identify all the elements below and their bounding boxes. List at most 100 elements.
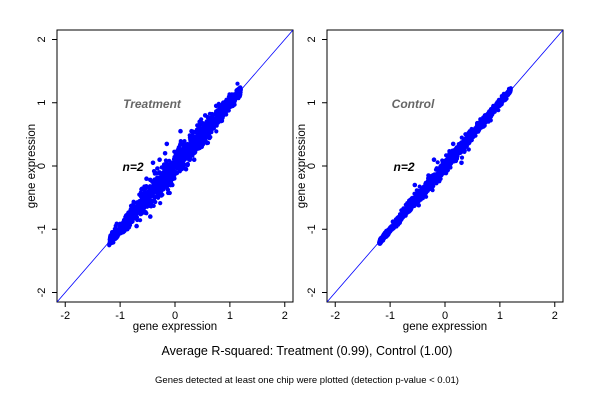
- x-tick-label: -2: [330, 310, 340, 322]
- data-point: [221, 100, 226, 105]
- data-point: [402, 211, 407, 216]
- x-tick-label: -1: [385, 310, 395, 322]
- data-point: [127, 217, 132, 222]
- data-point: [232, 100, 237, 105]
- data-point: [118, 231, 124, 236]
- data-point: [191, 157, 197, 162]
- y-tick-label: 2: [36, 36, 48, 42]
- data-point: [507, 89, 513, 95]
- data-point: [167, 175, 173, 180]
- data-point: [459, 160, 464, 166]
- data-point: [143, 195, 148, 200]
- y-tick-label: -1: [36, 224, 48, 234]
- data-point: [426, 173, 431, 178]
- data-point: [234, 91, 239, 96]
- data-point: [467, 130, 473, 136]
- data-point: [180, 159, 185, 164]
- data-point: [444, 161, 449, 166]
- x-tick-label: 2: [552, 310, 558, 322]
- data-point: [150, 199, 155, 204]
- panel-control: -2 -1 0 1 2 -2 -1 0 1 2 gene expression gene expres…: [296, 29, 564, 333]
- data-point: [383, 230, 389, 235]
- data-point: [430, 188, 435, 193]
- data-point: [213, 103, 219, 109]
- data-point: [503, 92, 508, 98]
- data-point: [138, 192, 144, 197]
- data-point: [439, 166, 444, 171]
- x-tick-label: 2: [282, 310, 288, 322]
- data-point: [164, 167, 169, 172]
- x-tick-label: 1: [227, 310, 233, 322]
- data-point: [183, 148, 188, 153]
- y-tick-label: -2: [36, 288, 48, 298]
- y-tick-label: -2: [306, 288, 318, 298]
- data-point: [138, 218, 143, 223]
- data-point: [450, 141, 456, 147]
- panel-title: Control: [392, 97, 435, 111]
- data-point: [475, 122, 481, 128]
- data-point: [126, 221, 131, 227]
- data-point: [216, 112, 221, 117]
- data-point: [409, 202, 414, 207]
- data-point: [139, 186, 145, 192]
- data-point: [144, 176, 149, 181]
- data-point: [152, 194, 157, 199]
- data-point: [148, 184, 153, 190]
- data-point: [111, 232, 116, 237]
- sample-size-label: n=2: [393, 160, 414, 174]
- data-point: [214, 129, 219, 134]
- y-tick-label: 1: [306, 100, 318, 106]
- data-point: [107, 237, 113, 243]
- data-point: [167, 190, 172, 196]
- data-point: [496, 108, 501, 113]
- data-point: [389, 227, 394, 232]
- data-point: [228, 101, 233, 106]
- data-point: [172, 176, 177, 181]
- data-point: [454, 147, 459, 152]
- data-point: [122, 219, 127, 224]
- data-point: [464, 143, 469, 148]
- x-tick-label: 0: [172, 310, 178, 322]
- data-point: [162, 151, 168, 156]
- data-point: [238, 90, 243, 95]
- data-point: [425, 181, 430, 186]
- data-point: [114, 227, 120, 232]
- x-axis-label: gene expression: [403, 321, 487, 333]
- data-point: [471, 128, 476, 133]
- data-point: [435, 160, 440, 165]
- data-point: [237, 85, 243, 91]
- data-point: [225, 103, 230, 108]
- data-point: [183, 166, 189, 172]
- data-point: [172, 154, 177, 159]
- data-point: [166, 187, 171, 192]
- data-point: [173, 162, 178, 167]
- data-point: [156, 193, 161, 198]
- panel-title: Treatment: [123, 97, 182, 111]
- data-point: [187, 135, 192, 140]
- data-point: [150, 160, 156, 166]
- data-point: [209, 119, 214, 124]
- data-point: [151, 169, 157, 174]
- data-point: [166, 162, 171, 167]
- data-point: [235, 81, 240, 86]
- data-point: [107, 242, 112, 247]
- data-point: [462, 137, 467, 142]
- data-point: [201, 133, 206, 138]
- data-point: [433, 167, 439, 172]
- data-point: [178, 128, 183, 134]
- y-axis-label: gene expression: [296, 124, 308, 208]
- data-point: [214, 120, 219, 125]
- data-point: [494, 101, 500, 107]
- data-point: [114, 221, 119, 226]
- x-tick-label: 0: [442, 310, 448, 322]
- data-point: [156, 185, 162, 190]
- data-point: [178, 151, 183, 156]
- x-tick-label: 1: [497, 310, 503, 322]
- data-point: [214, 116, 219, 121]
- data-point: [122, 227, 127, 232]
- data-point: [178, 141, 183, 146]
- data-point: [158, 178, 163, 183]
- data-point: [164, 141, 170, 147]
- data-point: [134, 223, 139, 229]
